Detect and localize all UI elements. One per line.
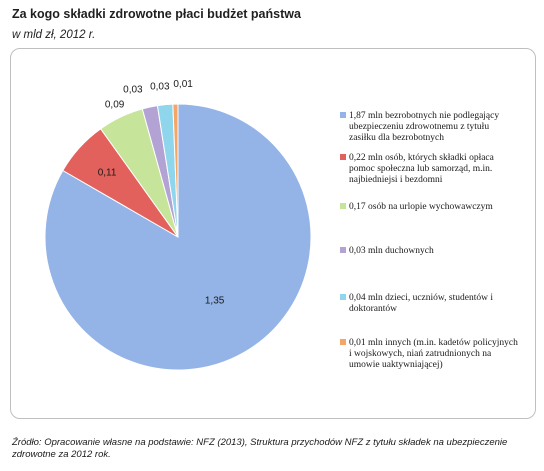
legend-swatch-5 <box>340 294 346 300</box>
data-label-5: 0,03 <box>150 82 170 93</box>
legend-item-4: 0,03 mln duchownych <box>340 246 434 256</box>
legend-text-1-3: zasiłku dla bezrobotnych <box>349 133 444 143</box>
legend-text-2-1: 0,22 mln osób, których składki opłaca <box>349 153 495 163</box>
legend-text-3-1: 0,17 osób na urlopie wychowawczym <box>349 202 493 212</box>
legend-swatch-2 <box>340 154 346 160</box>
legend-text-1-2: ubezpieczeniu zdrowotnemu z tytułu <box>349 122 489 132</box>
legend-swatch-4 <box>340 247 346 253</box>
legend-text-1-1: 1,87 mln bezrobotnych nie podlegający <box>349 111 499 121</box>
legend-swatch-1 <box>340 112 346 118</box>
data-label-6: 0,01 <box>173 79 193 90</box>
source-note: Źródło: Opracowanie własne na podstawie:… <box>12 437 508 460</box>
legend-item-3: 0,17 osób na urlopie wychowawczym <box>340 202 493 212</box>
legend-item-6: 0,01 mln innych (m.in. kadetów policyjny… <box>340 337 518 370</box>
legend-text-2-3: najbiedniejsi i bezdomni <box>349 175 443 185</box>
legend-text-5-1: 0,04 mln dzieci, uczniów, studentów i <box>349 293 493 303</box>
data-label-3: 0,09 <box>105 99 125 110</box>
data-label-1: 1,35 <box>205 295 225 306</box>
legend-text-5-2: doktorantów <box>349 304 397 314</box>
legend-swatch-3 <box>340 203 346 209</box>
legend-swatch-6 <box>340 339 346 345</box>
pie-slice-6 <box>172 103 179 238</box>
chart-frame <box>10 48 536 419</box>
legend-text-6-2: i wojskowych, niań zatrudnionych na <box>349 349 492 359</box>
legend-text-6-3: umowie uaktywniającej) <box>349 359 443 370</box>
legend-text-6-1: 0,01 mln innych (m.in. kadetów policyjny… <box>349 337 518 348</box>
pie-chart: 1,350,110,090,03 0,03 0,011,87 mln bezrobo… <box>44 79 518 371</box>
chart-subtitle: w mld zł, 2012 r. <box>12 29 96 41</box>
legend-item-2: 0,22 mln osób, których składki opłacapom… <box>340 153 495 185</box>
legend-text-2-2: pomoc społeczna lub samorząd, m.in. <box>349 164 492 174</box>
legend-text-4-1: 0,03 mln duchownych <box>349 246 434 256</box>
legend-item-5: 0,04 mln dzieci, uczniów, studentów idok… <box>340 293 493 314</box>
legend-item-1: 1,87 mln bezrobotnych nie podlegającyube… <box>340 111 499 143</box>
chart-title: Za kogo składki zdrowotne płaci budżet p… <box>12 7 301 21</box>
data-label-2: 0,11 <box>98 168 117 179</box>
data-label-4: 0,03 <box>123 84 143 95</box>
